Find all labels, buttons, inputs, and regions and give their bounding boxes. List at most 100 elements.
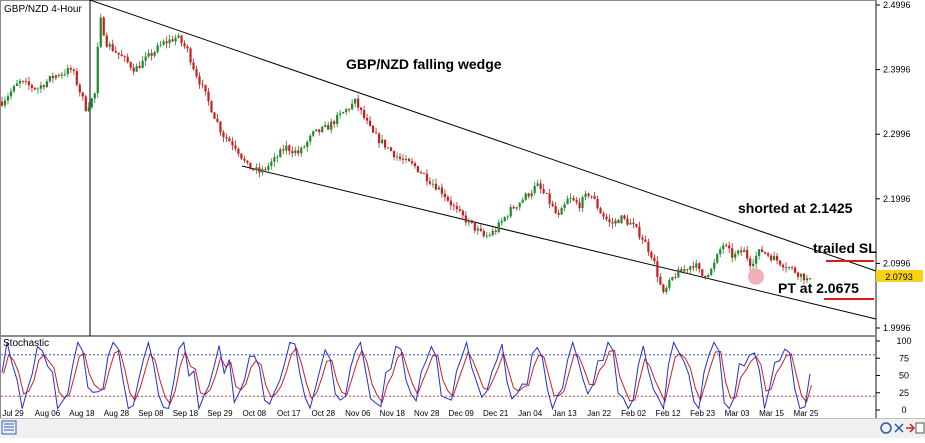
- candle-body: [324, 124, 327, 127]
- candle-body: [219, 121, 222, 133]
- candle-body: [174, 37, 177, 42]
- date-label: Sep 18: [173, 409, 199, 418]
- candle-body: [240, 153, 243, 159]
- shorted-label: shorted at 2.1425: [738, 200, 853, 216]
- sync-icon[interactable]: [880, 422, 892, 434]
- candle-body: [527, 193, 530, 197]
- candle-body: [93, 93, 96, 99]
- candle-body: [3, 100, 7, 106]
- candle-body: [288, 145, 291, 151]
- candle-body: [105, 35, 108, 47]
- date-label: Feb 23: [690, 409, 715, 418]
- date-label: Sep 29: [207, 409, 233, 418]
- candle-body: [509, 207, 512, 217]
- candle-body: [605, 216, 608, 220]
- date-label: Dec 09: [449, 409, 475, 418]
- stochastic-d-line: [3, 346, 812, 405]
- candle-body: [737, 250, 740, 254]
- date-label: Nov 28: [414, 409, 440, 418]
- candle-body: [653, 257, 656, 262]
- date-label: Aug 06: [35, 409, 61, 418]
- candle-body: [51, 76, 54, 79]
- candle-body: [449, 200, 452, 206]
- candle-body: [159, 44, 162, 46]
- candle-body: [189, 48, 192, 63]
- candle-body: [772, 255, 776, 261]
- candle-body: [204, 84, 207, 92]
- candle-body: [659, 276, 662, 285]
- candle-body: [84, 96, 87, 111]
- candle-body: [719, 249, 722, 255]
- candle-body: [473, 222, 476, 231]
- candle-body: [354, 98, 357, 104]
- candle-body: [470, 220, 473, 223]
- candle-body: [60, 74, 63, 76]
- candle-body: [273, 157, 276, 162]
- date-label: Aug 28: [104, 409, 130, 418]
- candle-body: [584, 193, 587, 198]
- candle-body: [306, 141, 309, 147]
- candle-body: [488, 235, 491, 236]
- candle-body: [24, 81, 28, 82]
- candle-body: [153, 51, 156, 56]
- stochastic-tick: 75: [899, 353, 909, 363]
- date-label: Jan 04: [518, 409, 543, 418]
- menu-icon[interactable]: [1, 420, 17, 435]
- candle-body: [144, 56, 147, 61]
- candle-body: [422, 173, 426, 174]
- candle-body: [461, 210, 464, 216]
- candle-body: [231, 141, 234, 146]
- candle-body: [440, 187, 444, 194]
- candle-body: [264, 168, 267, 170]
- candle-body: [186, 46, 189, 49]
- arrow-icon[interactable]: [906, 423, 916, 433]
- cross-icon[interactable]: [894, 423, 904, 433]
- candle-body: [327, 124, 330, 130]
- candle-body: [21, 81, 25, 82]
- candle-body: [775, 255, 779, 261]
- candle-body: [69, 68, 72, 70]
- candle-body: [30, 85, 34, 88]
- candle-body: [114, 50, 117, 53]
- candle-body: [458, 209, 461, 211]
- candle-body: [686, 269, 689, 270]
- candle-body: [545, 192, 548, 194]
- candle-body: [647, 241, 650, 252]
- candle-body: [767, 253, 770, 256]
- candle-body: [761, 249, 764, 252]
- candle-body: [704, 275, 707, 277]
- date-label: Mar 25: [794, 409, 819, 418]
- candle-body: [560, 208, 563, 215]
- candle-body: [656, 261, 659, 277]
- candle-body: [494, 230, 497, 232]
- candle-body: [129, 62, 132, 68]
- candle-body: [614, 220, 617, 224]
- candle-body: [542, 188, 545, 193]
- candle-body: [132, 67, 135, 72]
- candle-body: [596, 198, 599, 209]
- candle-body: [416, 166, 420, 173]
- candle-body: [78, 84, 81, 93]
- candle-body: [54, 75, 57, 79]
- candle-body: [201, 84, 204, 86]
- candle-body: [620, 215, 623, 224]
- candle-body: [282, 149, 285, 151]
- candle-body: [123, 56, 126, 57]
- candle-body: [644, 239, 647, 242]
- candle-body: [351, 103, 354, 110]
- candle-body: [578, 202, 581, 209]
- candle-body: [42, 85, 45, 88]
- candle-body: [566, 198, 569, 205]
- window-icon[interactable]: [915, 422, 925, 434]
- candle-body: [698, 263, 701, 270]
- toolbar-icons: [1, 420, 925, 435]
- candle-body: [183, 43, 186, 47]
- wedge-label: GBP/NZD falling wedge: [346, 56, 502, 72]
- candle-body: [96, 46, 99, 94]
- candle-body: [333, 121, 336, 125]
- candle-body: [192, 62, 195, 70]
- date-label: Sep 08: [138, 409, 164, 418]
- price-tick: 2.4996: [883, 0, 911, 10]
- candle-body: [662, 284, 665, 292]
- candle-body: [39, 85, 43, 89]
